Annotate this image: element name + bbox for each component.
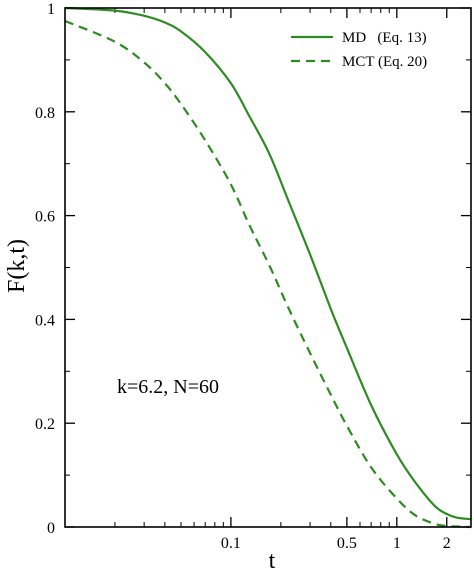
tick-labels: 0.1 0.5 1 2 0 0.2 0.4 0.6 0.8 1 bbox=[35, 1, 451, 552]
legend-mct-label: MCT (Eq. 20) bbox=[342, 54, 427, 70]
plot-frame bbox=[64, 7, 472, 528]
legend: MD (Eq. 13) MCT (Eq. 20) bbox=[291, 30, 427, 70]
major-ticks bbox=[65, 7, 471, 528]
x-axis-label: t bbox=[269, 548, 276, 571]
y-tick-label: 0.6 bbox=[35, 209, 55, 226]
x-tick-label: 1 bbox=[393, 535, 401, 552]
annotation-text: k=6.2, N=60 bbox=[117, 376, 219, 398]
series-md-line bbox=[64, 6, 472, 521]
x-tick-label: 2 bbox=[443, 535, 451, 552]
x-tick-label: 0.5 bbox=[337, 535, 357, 552]
minor-ticks bbox=[65, 8, 471, 527]
y-tick-label: 1 bbox=[47, 1, 55, 18]
y-axis-label: F(k,t) bbox=[4, 239, 30, 293]
x-tick-label: 0.1 bbox=[221, 535, 241, 552]
legend-md-label: MD (Eq. 13) bbox=[342, 30, 427, 46]
y-tick-label: 0.8 bbox=[35, 105, 55, 122]
series-lines bbox=[64, 6, 472, 529]
y-tick-label: 0.2 bbox=[35, 416, 55, 433]
y-tick-label: 0.4 bbox=[35, 312, 55, 329]
series-mct-line bbox=[64, 19, 472, 529]
y-tick-label: 0 bbox=[47, 520, 55, 537]
